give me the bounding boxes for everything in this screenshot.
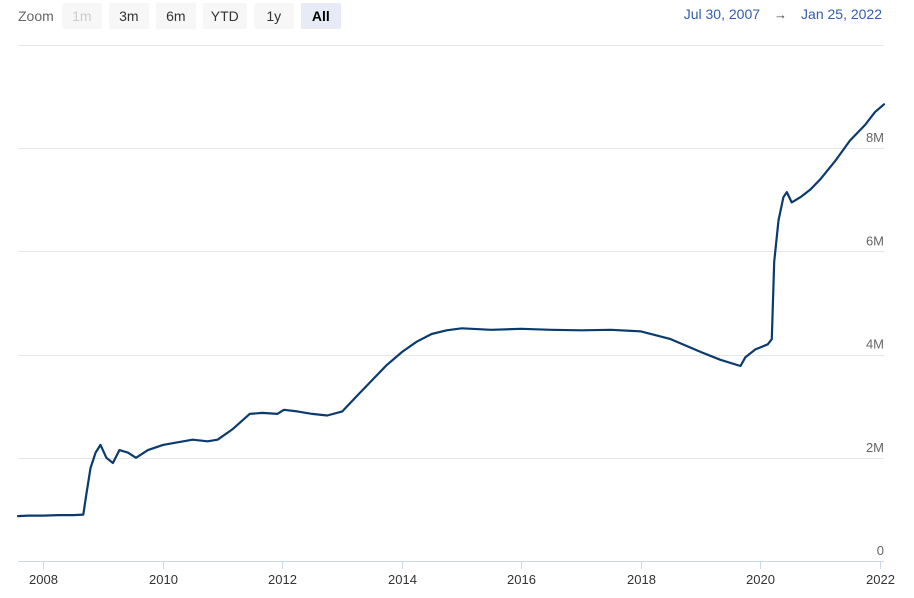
x-tick-label: 2018 bbox=[627, 572, 656, 587]
series-line bbox=[16, 103, 886, 518]
x-tick-label: 2012 bbox=[268, 572, 297, 587]
x-tick-label: 2010 bbox=[149, 572, 178, 587]
range-from-input[interactable]: Jul 30, 2007 bbox=[683, 6, 761, 22]
y-tick-label: 2M bbox=[866, 440, 884, 455]
zoom-button-3m[interactable]: 3m bbox=[108, 3, 149, 29]
zoom-button-ytd[interactable]: YTD bbox=[202, 3, 247, 29]
x-axis: 2008 2010 2012 2014 2016 2018 2020 2022 bbox=[29, 561, 895, 587]
zoom-controls: Zoom 1m 3m 6m YTD 1y All bbox=[12, 2, 348, 30]
x-tick-label: 2020 bbox=[746, 572, 775, 587]
y-tick-label: 8M bbox=[866, 130, 884, 145]
zoom-label: Zoom bbox=[18, 8, 54, 24]
grid-layer bbox=[18, 45, 884, 459]
range-to-input[interactable]: Jan 25, 2022 bbox=[801, 6, 882, 22]
date-range: Jul 30, 2007 → Jan 25, 2022 bbox=[684, 6, 882, 22]
y-tick-label: 6M bbox=[866, 233, 884, 248]
range-arrow-icon: → bbox=[774, 6, 788, 22]
x-tick-label: 2016 bbox=[507, 572, 536, 587]
x-tick-label: 2008 bbox=[29, 572, 58, 587]
zoom-button-all[interactable]: All bbox=[300, 3, 341, 29]
x-tick-label: 2022 bbox=[866, 572, 895, 587]
x-tick-label: 2014 bbox=[388, 572, 417, 587]
y-tick-label: 4M bbox=[866, 337, 884, 352]
y-tick-label: 0 bbox=[877, 543, 884, 558]
zoom-button-6m[interactable]: 6m bbox=[155, 3, 196, 29]
zoom-button-1m[interactable]: 1m bbox=[61, 3, 102, 29]
y-axis: 0 2M 4M 6M 8M bbox=[866, 130, 884, 558]
zoom-button-1y[interactable]: 1y bbox=[253, 3, 294, 29]
